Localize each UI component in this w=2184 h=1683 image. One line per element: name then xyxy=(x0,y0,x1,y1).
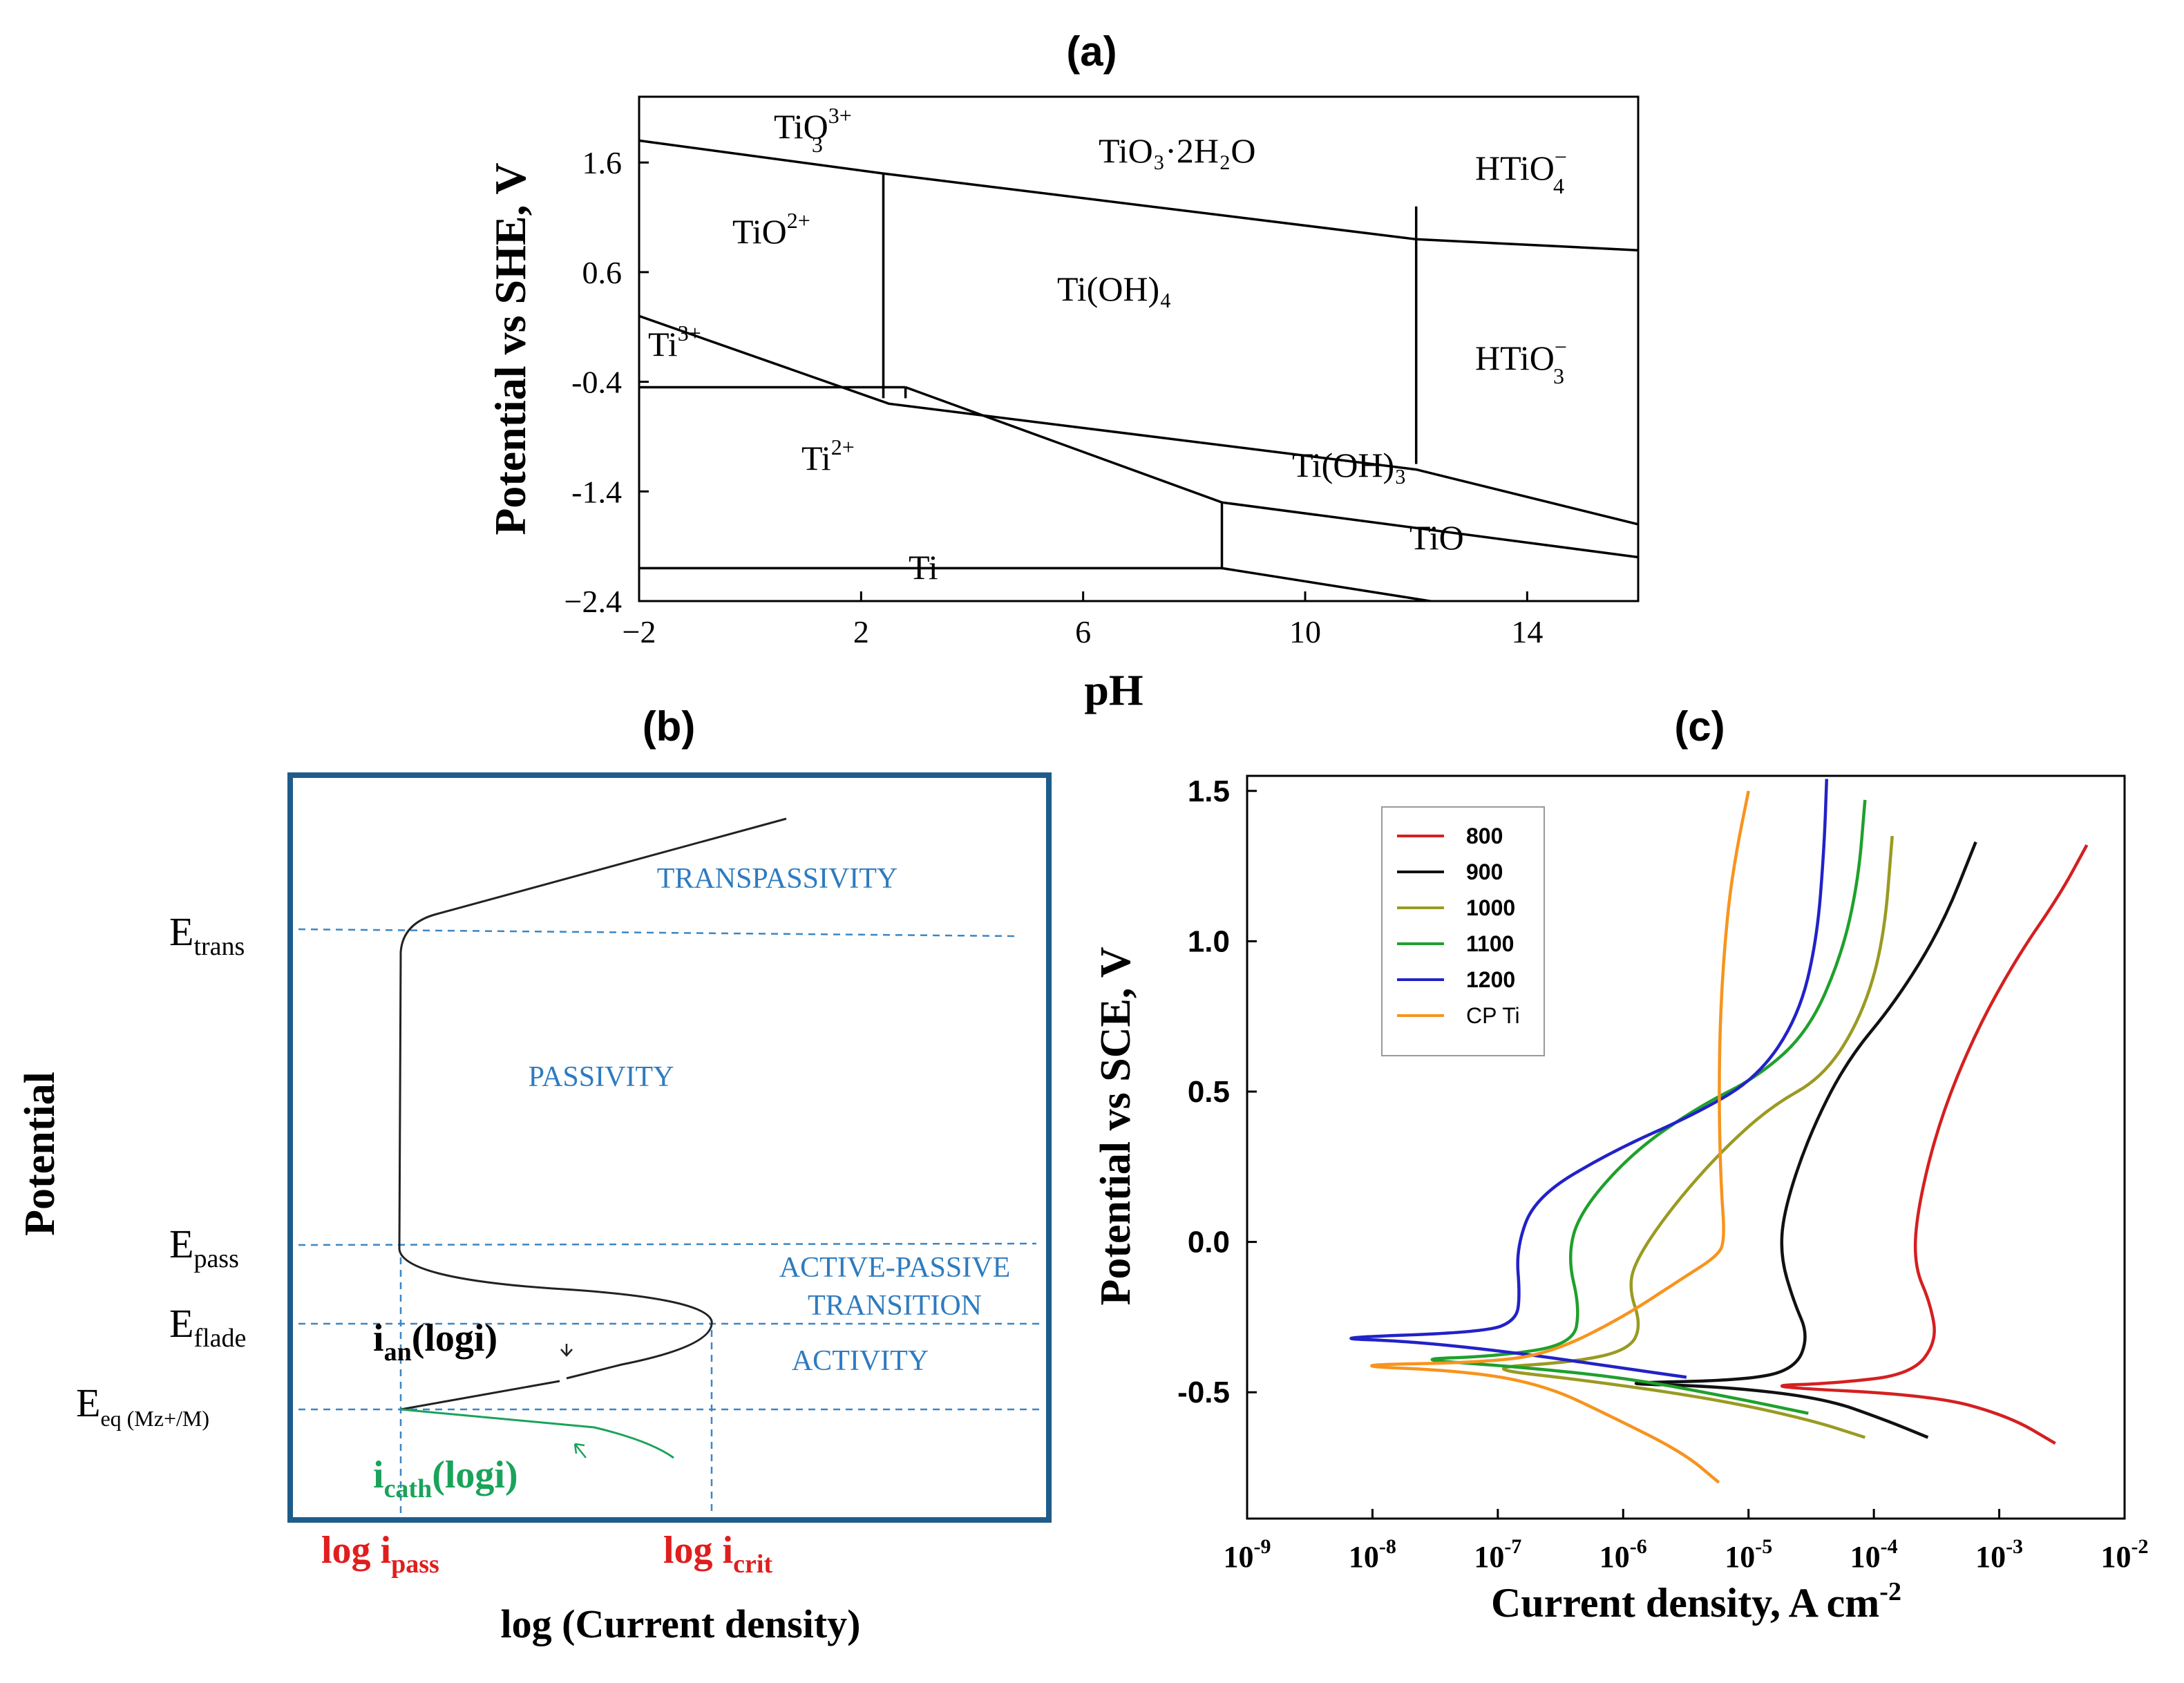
panel-a-plot-frame xyxy=(638,95,1640,602)
a-ytick-label: 1.6 xyxy=(582,145,623,180)
panel-b-level-labels: Etrans Epass Eflade Eeq (Mz+/M) xyxy=(76,909,246,1431)
series-900 xyxy=(1634,841,1977,1439)
guide-etrans xyxy=(298,928,1016,938)
c-xtick-label: 10-5 xyxy=(1725,1535,1772,1574)
c-xtick-label: 10-8 xyxy=(1349,1535,1396,1574)
panel-c-xlabel: Current density, A cm-2 xyxy=(1491,1577,1901,1626)
c-ytick-label: 0.0 xyxy=(1188,1226,1230,1259)
a-ytick-label: -1.4 xyxy=(571,474,622,509)
label-transpassivity: TRANSPASSIVITY xyxy=(657,863,898,895)
region-ti: Ti xyxy=(909,548,938,587)
panel-a-title: (a) xyxy=(1066,28,1117,75)
region-ti-3plus: Ti3+ xyxy=(648,321,701,363)
legend-label-900: 900 xyxy=(1466,859,1503,884)
series-1000 xyxy=(1501,835,1894,1439)
label-transition: TRANSITION xyxy=(808,1290,982,1322)
panel-b-region-labels: TRANSPASSIVITY PASSIVITY ACTIVE-PASSIVE … xyxy=(529,863,1011,1377)
label-i-cathodic: icath(logi) xyxy=(373,1454,518,1503)
series-1200 xyxy=(1349,779,1829,1379)
level-eflade: Eflade xyxy=(169,1301,246,1353)
a-xtick-label: 6 xyxy=(1075,614,1091,649)
region-tio: TiO xyxy=(1409,518,1464,557)
a-xtick-label: 14 xyxy=(1511,614,1543,649)
boundary-ti3-upper xyxy=(639,314,1638,526)
a-xtick-label: −2 xyxy=(623,614,656,649)
label-i-anodic: ian(logi) xyxy=(373,1317,497,1367)
panel-b-guides xyxy=(298,928,1043,1514)
c-xtick-label: 10-7 xyxy=(1474,1535,1521,1574)
series-1100 xyxy=(1430,799,1867,1415)
level-eeq: Eeq (Mz+/M) xyxy=(76,1380,209,1431)
region-tioh3: Ti(OH)₃ xyxy=(1292,446,1407,484)
panel-a-boundaries xyxy=(639,139,1638,601)
a-xtick-label: 10 xyxy=(1289,614,1321,649)
a-ytick-label: −2.4 xyxy=(564,584,622,619)
region-tio-2plus: TiO2+ xyxy=(732,208,810,251)
panel-a-ylabel: Potential vs SHE, V xyxy=(486,162,535,535)
series-800 xyxy=(1780,844,2089,1445)
panel-b-polarization-schematic: (b) TRANSPASSIVITY PASSIVITY ACTIVE-PASS… xyxy=(17,703,1052,1646)
cathodic-arrow-icon xyxy=(573,1443,587,1458)
level-etrans: Etrans xyxy=(169,909,245,961)
label-log-icrit: log icrit xyxy=(663,1529,772,1579)
panel-b-frame xyxy=(287,772,1052,1523)
panel-c-title: (c) xyxy=(1674,703,1725,750)
panel-a-region-labels: TiO3+ 3 TiO₃·2H₂O HTiO− 4 TiO2+ Ti(OH)₄ Ti… xyxy=(648,103,1567,587)
c-ytick-label: 1.0 xyxy=(1188,924,1230,958)
c-xtick-label: 10-4 xyxy=(1850,1535,1898,1574)
legend-label-1000: 1000 xyxy=(1466,895,1515,920)
panel-c-tafel-curves: (c) 10-9 10-8 10-7 10-6 10-5 10-4 10-3 10-21.51… xyxy=(1092,703,2149,1626)
c-xtick-label: 10-2 xyxy=(2101,1535,2149,1574)
panel-c-series xyxy=(1349,779,2089,1484)
panel-a-pourbaix-diagram: (a) −2 2 6 10 14 1.6 0.6 -0.4 -1.4 −2.4 TiO3+ 3 Ti… xyxy=(486,28,1640,714)
panel-c-legend: 800 900 1000 1100 1200 CP Ti xyxy=(1381,806,1545,1056)
region-htio3: HTiO− 3 xyxy=(1475,334,1567,388)
label-activity: ACTIVITY xyxy=(792,1345,929,1377)
c-ytick-label: -0.5 xyxy=(1177,1376,1230,1409)
label-passivity: PASSIVITY xyxy=(529,1061,674,1093)
panel-b-xlabel: log (Current density) xyxy=(501,1601,861,1646)
level-epass: Epass xyxy=(169,1221,239,1273)
a-xtick-label: 2 xyxy=(853,614,869,649)
panel-c-ticks: 10-9 10-8 10-7 10-6 10-5 10-4 10-3 10-2 1.5 1.0 0.… xyxy=(1177,774,2148,1574)
a-ytick-label: -0.4 xyxy=(571,365,622,400)
a-ytick-label: 0.6 xyxy=(582,255,623,290)
c-xtick-label: 10-6 xyxy=(1599,1535,1647,1574)
legend-label-800: 800 xyxy=(1466,824,1503,848)
panel-a-ticks: −2 2 6 10 14 1.6 0.6 -0.4 -1.4 −2.4 xyxy=(564,145,1544,649)
panel-b-title: (b) xyxy=(643,703,696,750)
guide-epass xyxy=(298,1242,1037,1246)
c-ytick-label: 0.5 xyxy=(1188,1075,1230,1109)
legend-label-cp-ti: CP Ti xyxy=(1466,1003,1520,1028)
panel-c-plot-frame xyxy=(1246,774,2126,1520)
region-htio4: HTiO− 4 xyxy=(1475,144,1567,198)
boundary-tio-lower xyxy=(1222,567,1438,601)
anodic-curve xyxy=(398,817,787,1411)
c-xtick-label: 10-3 xyxy=(1975,1535,2023,1574)
panel-c-ylabel: Potential vs SCE, V xyxy=(1092,947,1139,1305)
legend-box xyxy=(1381,806,1545,1056)
series-cp-ti xyxy=(1370,790,1750,1484)
legend-label-1200: 1200 xyxy=(1466,967,1515,992)
label-log-ipass: log ipass xyxy=(321,1529,439,1579)
cathodic-curve xyxy=(400,1408,674,1459)
region-ti-2plus: Ti2+ xyxy=(801,435,855,477)
c-ytick-label: 1.5 xyxy=(1188,774,1230,808)
boundary-ti2-upper xyxy=(905,386,1638,559)
legend-label-1100: 1100 xyxy=(1466,931,1514,956)
panel-b-ylabel: Potential xyxy=(17,1072,64,1236)
c-xtick-label: 10-9 xyxy=(1224,1535,1271,1574)
region-tioh4: Ti(OH)₄ xyxy=(1057,269,1172,308)
panel-a-xlabel: pH xyxy=(1084,665,1143,714)
anodic-arrow-icon xyxy=(560,1344,573,1357)
label-active-passive: ACTIVE-PASSIVE xyxy=(779,1252,1010,1284)
region-tio3-3plus: TiO3+ 3 xyxy=(774,103,852,157)
region-tio3-2h2o: TiO₃·2H₂O xyxy=(1099,131,1256,170)
boundary-upper-oxide xyxy=(639,139,1638,251)
